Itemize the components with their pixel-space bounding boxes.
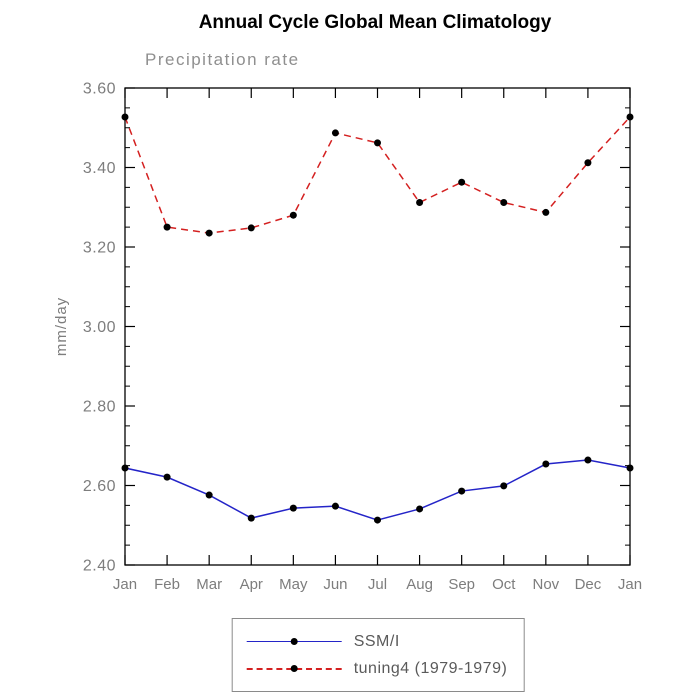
svg-text:May: May (279, 576, 308, 593)
svg-text:Oct: Oct (492, 576, 516, 593)
legend-label-ssmi: SSM/I (353, 632, 400, 650)
legend: SSM/I tuning4 (1979-1979) (231, 618, 525, 692)
svg-text:2.60: 2.60 (83, 478, 116, 495)
marker-dot-icon (290, 665, 298, 672)
legend-item-tuning4: tuning4 (1979-1979) (246, 655, 508, 682)
svg-text:Dec: Dec (575, 576, 602, 593)
svg-text:Apr: Apr (240, 576, 263, 593)
legend-label-tuning4: tuning4 (1979-1979) (353, 659, 508, 677)
svg-text:Mar: Mar (196, 576, 222, 593)
marker-dot-icon (290, 638, 298, 645)
svg-text:3.00: 3.00 (83, 319, 116, 336)
svg-text:3.40: 3.40 (83, 160, 116, 177)
svg-text:Jun: Jun (323, 576, 347, 593)
legend-item-ssmi: SSM/I (246, 628, 508, 655)
chart-area: 2.40 2.60 2.80 3.00 3.20 3.40 3.60 Jan Feb Mar Apr… (0, 75, 700, 595)
svg-text:2.40: 2.40 (83, 558, 116, 575)
svg-text:Feb: Feb (154, 576, 180, 593)
svg-text:Jan: Jan (618, 576, 642, 593)
svg-text:3.60: 3.60 (83, 81, 116, 98)
svg-text:2.80: 2.80 (83, 399, 116, 416)
svg-text:Jul: Jul (368, 576, 387, 593)
svg-text:mm/day: mm/day (53, 297, 70, 356)
svg-text:Aug: Aug (406, 576, 433, 593)
legend-line-tuning4-icon (246, 662, 342, 676)
svg-text:Jan: Jan (113, 576, 137, 593)
svg-text:Sep: Sep (448, 576, 475, 593)
svg-text:Nov: Nov (532, 576, 559, 593)
chart-svg: 2.40 2.60 2.80 3.00 3.20 3.40 3.60 Jan Feb Mar Apr… (53, 81, 642, 594)
svg-text:3.20: 3.20 (83, 240, 116, 257)
chart-title: Annual Cycle Global Mean Climatology (198, 12, 552, 33)
legend-line-ssmi-icon (246, 635, 342, 649)
chart-subtitle: Precipitation rate (145, 50, 300, 69)
